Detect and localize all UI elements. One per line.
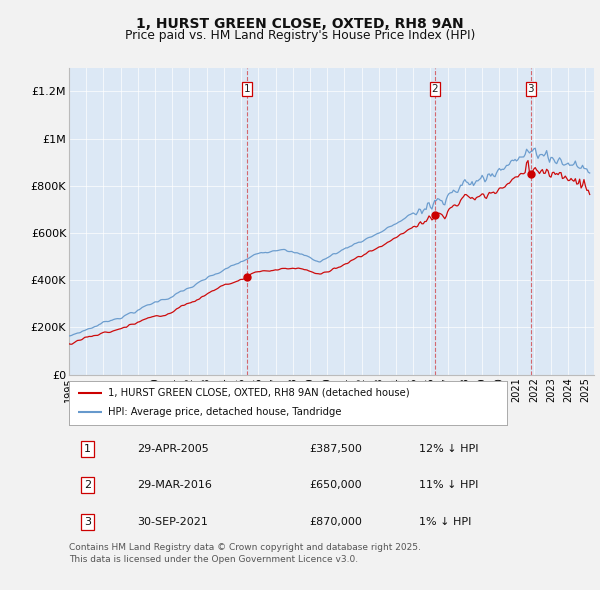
- Text: Contains HM Land Registry data © Crown copyright and database right 2025.
This d: Contains HM Land Registry data © Crown c…: [69, 543, 421, 563]
- Text: 1, HURST GREEN CLOSE, OXTED, RH8 9AN: 1, HURST GREEN CLOSE, OXTED, RH8 9AN: [136, 17, 464, 31]
- Text: 29-APR-2005: 29-APR-2005: [137, 444, 209, 454]
- Text: 1: 1: [84, 444, 91, 454]
- Text: 30-SEP-2021: 30-SEP-2021: [137, 517, 208, 527]
- Text: 3: 3: [84, 517, 91, 527]
- Text: £387,500: £387,500: [309, 444, 362, 454]
- Text: 11% ↓ HPI: 11% ↓ HPI: [419, 480, 478, 490]
- Text: 2: 2: [84, 480, 91, 490]
- Text: 1: 1: [244, 84, 250, 94]
- Text: 3: 3: [527, 84, 534, 94]
- Text: Price paid vs. HM Land Registry's House Price Index (HPI): Price paid vs. HM Land Registry's House …: [125, 30, 475, 42]
- Text: 12% ↓ HPI: 12% ↓ HPI: [419, 444, 478, 454]
- Text: £650,000: £650,000: [309, 480, 362, 490]
- Text: 1, HURST GREEN CLOSE, OXTED, RH8 9AN (detached house): 1, HURST GREEN CLOSE, OXTED, RH8 9AN (de…: [109, 388, 410, 398]
- Text: 2: 2: [431, 84, 438, 94]
- Text: 1% ↓ HPI: 1% ↓ HPI: [419, 517, 471, 527]
- Text: 29-MAR-2016: 29-MAR-2016: [137, 480, 212, 490]
- Text: £870,000: £870,000: [309, 517, 362, 527]
- Text: HPI: Average price, detached house, Tandridge: HPI: Average price, detached house, Tand…: [109, 408, 342, 417]
